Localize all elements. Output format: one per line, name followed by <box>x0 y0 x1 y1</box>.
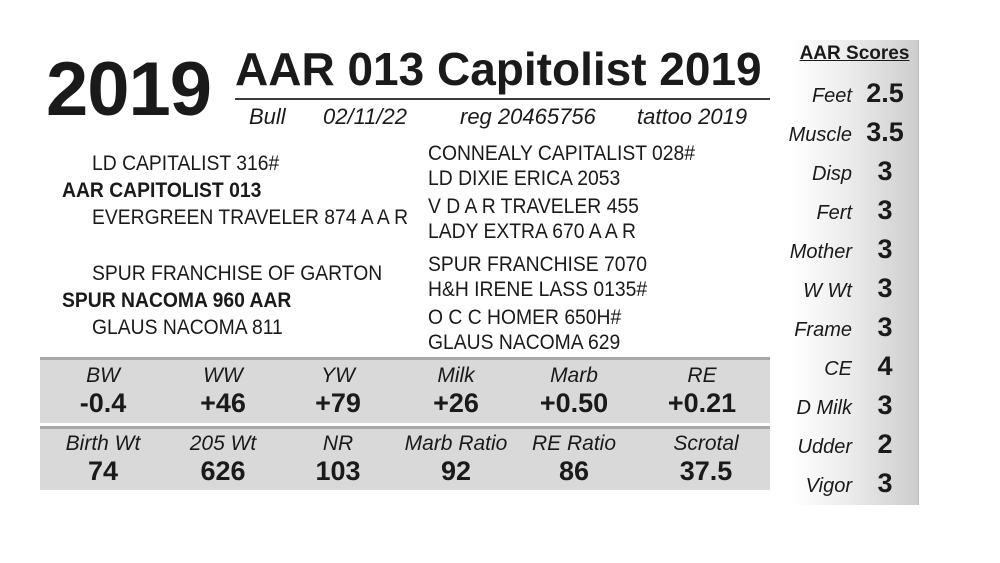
score-value: 3 <box>877 156 893 186</box>
score-label: Frame <box>794 319 852 341</box>
actual-nr: NR 103 <box>278 433 398 485</box>
meta-birth-date: 02/11/22 <box>323 104 408 129</box>
actual-value: 626 <box>200 456 246 486</box>
pedigree-sire: AAR CAPITOLIST 013 <box>62 179 262 202</box>
panel-edge <box>40 357 770 360</box>
actual-label: Marb Ratio <box>404 432 508 455</box>
actual-re-ratio: RE Ratio 86 <box>514 433 634 485</box>
pedigree-sire-sire: LD CAPITALIST 316# <box>92 152 280 175</box>
score-row-feet: Feet 2.5 <box>791 80 918 110</box>
epd-value: +0.21 <box>667 388 737 418</box>
pedigree-ggparent: H&H IRENE LASS 0135# <box>428 278 648 301</box>
actual-label: Scrotal <box>673 432 739 455</box>
actuals-panel: Birth Wt 74 205 Wt 626 NR 103 Marb Ratio… <box>40 426 770 490</box>
score-row-w-wt: W Wt 3 <box>791 275 918 305</box>
score-row-mother: Mother 3 <box>789 234 918 266</box>
actual-value: 92 <box>440 456 472 486</box>
score-label: W Wt <box>803 280 852 302</box>
pedigree-ggparent: LD DIXIE ERICA 2053 <box>428 167 621 190</box>
actual-marb-ratio: Marb Ratio 92 <box>396 433 516 485</box>
animal-title: AAR 013 Capitolist 2019 <box>235 43 762 95</box>
score-value: 3.5 <box>866 117 904 147</box>
epd-value: -0.4 <box>79 388 127 418</box>
pedigree-ggparent: CONNEALY CAPITALIST 028# <box>428 142 696 165</box>
actual-value: 37.5 <box>679 456 733 486</box>
epd-marb: Marb +0.50 <box>514 365 634 417</box>
epd-value: +26 <box>433 388 479 418</box>
score-value: 3 <box>877 468 893 498</box>
epd-value: +79 <box>315 388 361 418</box>
score-row-muscle: Muscle 3.5 <box>788 117 918 149</box>
score-row-ce: CE 4 <box>791 353 918 383</box>
epd-panel: BW -0.4 WW +46 YW +79 Milk +26 Marb +0.5… <box>40 357 770 423</box>
actual-label: 205 Wt <box>189 432 257 455</box>
score-value: 3 <box>877 312 893 342</box>
epd-label: RE <box>687 364 717 387</box>
score-label: Disp <box>811 163 852 185</box>
score-value: 2.5 <box>866 78 904 108</box>
title-underline <box>235 98 770 100</box>
pedigree-ggparent: V D A R TRAVELER 455 <box>428 195 639 218</box>
score-value: 3 <box>877 390 893 420</box>
actual-value: 86 <box>558 456 590 486</box>
score-label: CE <box>824 358 852 380</box>
meta-tattoo: tattoo 2019 <box>637 104 748 129</box>
meta-registration: reg 20465756 <box>460 104 596 129</box>
pedigree-dam: SPUR NACOMA 960 AAR <box>62 289 292 312</box>
lot-number: 2019 <box>46 47 212 132</box>
epd-re: RE +0.21 <box>642 365 762 417</box>
score-value: 4 <box>877 351 893 381</box>
pedigree-ggparent: LADY EXTRA 670 A A R <box>428 220 637 243</box>
pedigree-ggparent: GLAUS NACOMA 629 <box>428 331 621 354</box>
epd-label: BW <box>86 364 120 387</box>
epd-value: +0.50 <box>539 388 609 418</box>
aar-scores-panel: AAR Scores Feet 2.5 Muscle 3.5 Disp 3 Fe… <box>788 40 919 505</box>
epd-milk: Milk +26 <box>396 365 516 417</box>
actual-label: Birth Wt <box>65 432 141 455</box>
actual-scrotal: Scrotal 37.5 <box>646 433 766 485</box>
epd-label: WW <box>203 364 243 387</box>
epd-ww: WW +46 <box>163 365 283 417</box>
score-label: Muscle <box>788 124 852 146</box>
score-row-vigor: Vigor 3 <box>791 470 918 500</box>
score-value: 3 <box>877 195 893 225</box>
actual-label: NR <box>322 432 354 455</box>
epd-value: +46 <box>200 388 246 418</box>
actual-label: RE Ratio <box>531 432 617 455</box>
epd-bw: BW -0.4 <box>43 365 163 417</box>
score-label: Feet <box>811 85 852 107</box>
pedigree-ggparent: O C C HOMER 650H# <box>428 306 622 329</box>
epd-label: Milk <box>437 364 475 387</box>
actual-value: 103 <box>315 456 361 486</box>
score-label: Vigor <box>805 475 852 497</box>
score-value: 2 <box>877 429 893 459</box>
score-value: 3 <box>877 273 893 303</box>
score-row-frame: Frame 3 <box>791 314 918 344</box>
pedigree-dam-dam: GLAUS NACOMA 811 <box>92 316 283 339</box>
epd-yw: YW +79 <box>278 365 398 417</box>
panel-edge <box>40 426 770 429</box>
aar-scores-heading: AAR Scores <box>799 43 910 64</box>
score-label: Fert <box>816 202 852 224</box>
pedigree-ggparent: SPUR FRANCHISE 7070 <box>428 253 648 276</box>
actual-value: 74 <box>87 456 119 486</box>
score-label: D Milk <box>796 397 852 419</box>
actual-birth-wt: Birth Wt 74 <box>43 433 163 485</box>
meta-sex: Bull <box>249 104 286 129</box>
score-value: 3 <box>877 234 893 264</box>
epd-label: YW <box>321 364 355 387</box>
score-row-fert: Fert 3 <box>791 197 918 227</box>
epd-label: Marb <box>550 364 598 387</box>
score-label: Mother <box>789 241 852 263</box>
score-row-udder: Udder 2 <box>791 431 918 461</box>
score-row-disp: Disp 3 <box>791 158 918 188</box>
actual-205-wt: 205 Wt 626 <box>163 433 283 485</box>
score-row-d-milk: D Milk 3 <box>791 392 918 422</box>
pedigree-dam-sire: SPUR FRANCHISE OF GARTON <box>92 262 383 285</box>
pedigree-sire-dam: EVERGREEN TRAVELER 874 A A R <box>92 206 409 229</box>
score-label: Udder <box>797 436 852 458</box>
